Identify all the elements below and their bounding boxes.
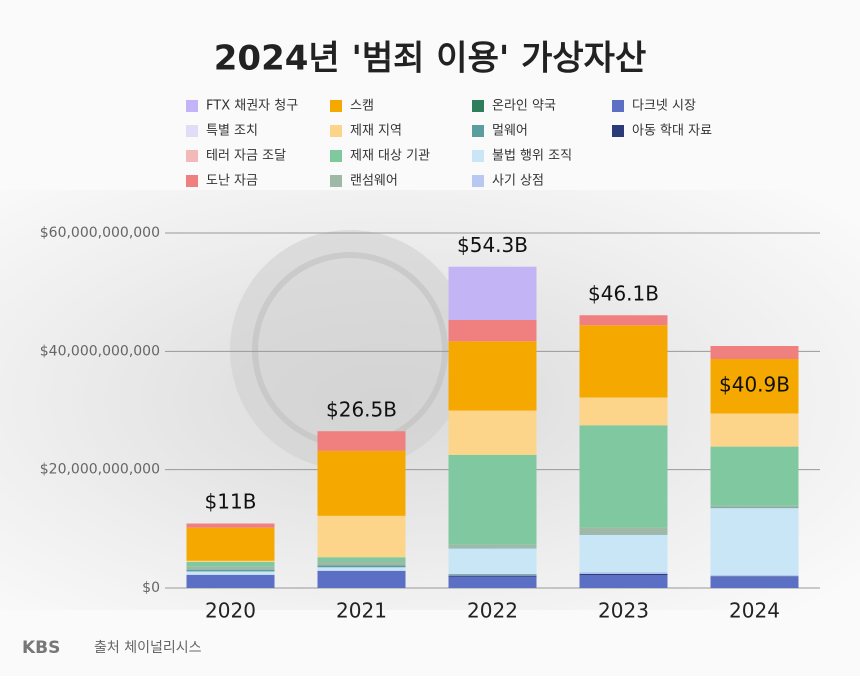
legend-swatch bbox=[186, 100, 198, 112]
bar-segment bbox=[317, 515, 406, 558]
bar-segment bbox=[448, 341, 537, 411]
bar-segment bbox=[186, 569, 275, 572]
bar-segment bbox=[448, 266, 537, 320]
bar-segment bbox=[579, 574, 668, 588]
bar-segment bbox=[579, 397, 668, 426]
total-label: $26.5B bbox=[326, 398, 397, 422]
legend-label: 사기 상점 bbox=[492, 174, 544, 189]
legend-label: FTX 채권자 청구 bbox=[206, 99, 298, 114]
bar-segment bbox=[710, 574, 799, 577]
legend-swatch bbox=[472, 175, 484, 187]
y-tick-label: $60,000,000,000 bbox=[40, 225, 160, 241]
bar-segment bbox=[710, 576, 799, 588]
bar-segment bbox=[448, 575, 537, 577]
legend-swatch bbox=[186, 175, 198, 187]
bar-segment bbox=[579, 527, 668, 535]
bar-segment bbox=[579, 315, 668, 326]
bar-segment bbox=[317, 561, 406, 566]
total-label: $40.9B bbox=[719, 373, 790, 397]
chart-title: 2024년 '범죄 이용' 가상자산 bbox=[214, 39, 646, 79]
total-label: $54.3B bbox=[457, 233, 528, 257]
legend-label: 테러 자금 조달 bbox=[206, 149, 286, 164]
legend-label: 다크넷 시장 bbox=[632, 99, 696, 114]
bar-segment bbox=[710, 446, 799, 506]
legend-swatch bbox=[186, 125, 198, 137]
bar-segment bbox=[710, 507, 799, 509]
bar-segment bbox=[186, 574, 275, 588]
bar-segment bbox=[317, 565, 406, 568]
legend-label: 온라인 약국 bbox=[492, 99, 556, 114]
bar-segment bbox=[186, 566, 275, 570]
total-label: $11B bbox=[205, 489, 257, 513]
legend-label: 랜섬웨어 bbox=[350, 174, 398, 189]
logo: KBS bbox=[22, 638, 60, 658]
bar-segment bbox=[710, 413, 799, 447]
y-tick-label: $40,000,000,000 bbox=[40, 343, 160, 359]
total-label: $46.1B bbox=[588, 282, 659, 306]
bar-segment bbox=[186, 561, 275, 567]
bar-segment bbox=[579, 534, 668, 573]
legend-label: 스캠 bbox=[350, 99, 374, 114]
bar-segment bbox=[186, 560, 275, 562]
coin-decoration bbox=[230, 230, 470, 470]
x-tick-label: 2020 bbox=[205, 599, 256, 623]
legend-swatch bbox=[472, 125, 484, 137]
bar-segment bbox=[448, 544, 537, 548]
bar-segment bbox=[448, 410, 537, 455]
legend-swatch bbox=[472, 100, 484, 112]
legend-label: 멀웨어 bbox=[492, 124, 528, 139]
bar-segment bbox=[317, 450, 406, 516]
legend-label: 아동 학대 자료 bbox=[632, 124, 712, 139]
x-tick-label: 2024 bbox=[729, 599, 780, 623]
x-tick-label: 2021 bbox=[336, 599, 387, 623]
legend-swatch bbox=[612, 100, 624, 112]
bar-segment bbox=[186, 574, 275, 575]
bar-segment bbox=[317, 567, 406, 571]
bar-segment bbox=[317, 557, 406, 562]
bar-segment bbox=[710, 346, 799, 360]
bar-segment bbox=[579, 425, 668, 528]
legend-label: 특별 조치 bbox=[206, 124, 258, 139]
bar-segment bbox=[579, 534, 668, 535]
bar-segment bbox=[448, 547, 537, 549]
bar-segment bbox=[448, 319, 537, 342]
bar-segment bbox=[448, 574, 537, 575]
bar-segment bbox=[448, 574, 537, 576]
bar-segment bbox=[710, 505, 799, 508]
bar-segment bbox=[317, 431, 406, 451]
bar-segment bbox=[579, 573, 668, 575]
bar-segment bbox=[579, 572, 668, 574]
bar-segment bbox=[710, 359, 799, 414]
bar-segment bbox=[579, 325, 668, 398]
bar-segment bbox=[186, 523, 275, 528]
y-tick-label: $0 bbox=[142, 580, 160, 596]
legend-swatch bbox=[330, 100, 342, 112]
legend-swatch bbox=[330, 150, 342, 162]
bar-segment bbox=[448, 576, 537, 588]
x-tick-label: 2023 bbox=[598, 599, 649, 623]
legend-swatch bbox=[330, 125, 342, 137]
bar-segment bbox=[448, 548, 537, 575]
source: 출처 체이널리시스 bbox=[94, 640, 202, 656]
legend-swatch bbox=[186, 150, 198, 162]
bar-segment bbox=[710, 508, 799, 575]
legend-label: 제재 지역 bbox=[350, 124, 402, 139]
legend-label: 불법 행위 조직 bbox=[492, 148, 572, 164]
legend-swatch bbox=[612, 125, 624, 137]
y-tick-label: $20,000,000,000 bbox=[40, 462, 160, 478]
legend-swatch bbox=[472, 150, 484, 162]
legend-label: 제재 대상 기관 bbox=[350, 149, 430, 164]
bar-segment bbox=[317, 570, 406, 571]
bar-segment bbox=[710, 576, 799, 577]
x-tick-label: 2022 bbox=[467, 599, 518, 623]
bar-segment bbox=[317, 570, 406, 588]
bar-segment bbox=[186, 527, 275, 561]
bar-segment bbox=[186, 571, 275, 575]
legend-label: 도난 자금 bbox=[206, 174, 258, 189]
legend-swatch bbox=[330, 175, 342, 187]
bar-segment bbox=[448, 454, 537, 545]
